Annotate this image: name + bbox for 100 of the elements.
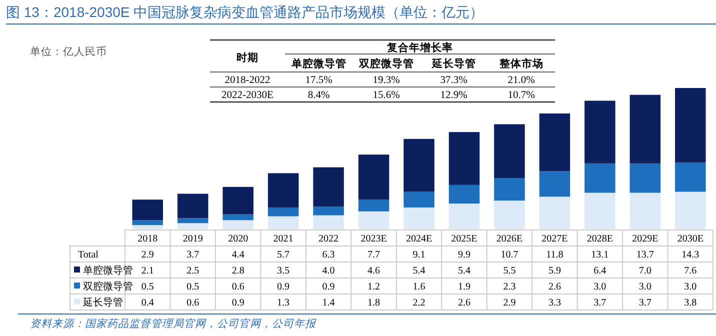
bar (539, 113, 570, 172)
text: 复合年增长率 (386, 41, 453, 54)
x-tick-label: 2021 (273, 234, 294, 245)
data-label: 1.9 (458, 282, 470, 293)
data-label: 2.2 (412, 298, 426, 309)
total-label: 11.8 (546, 250, 564, 261)
x-tick-label: 2019 (182, 234, 203, 245)
text: 双腔微导管 (358, 57, 414, 70)
total-label: 14.3 (682, 250, 700, 261)
bar (132, 200, 163, 220)
bar (404, 207, 434, 229)
total-label: 3.7 (186, 250, 200, 261)
x-tick-label: 2020 (228, 234, 248, 245)
annotation: 12.9% (440, 90, 468, 101)
data-label: 0.6 (186, 298, 200, 309)
data-label: 2.9 (503, 298, 516, 309)
data-label: 6.4 (594, 266, 606, 277)
text: 21.0% (508, 75, 536, 86)
data-label: 0.5 (186, 282, 200, 293)
text: 延长导管 (430, 57, 476, 70)
data-label: 1.3 (277, 298, 290, 309)
bar (630, 192, 661, 229)
legend-label: 单腔微导管 (83, 264, 133, 277)
bar (404, 138, 434, 192)
data-label: 5.4 (412, 266, 426, 277)
x-tick-label: 2025E (451, 234, 478, 245)
data-label: 3.0 (684, 282, 697, 293)
total-label: 2.9 (141, 250, 154, 261)
data-label: 2.5 (186, 266, 200, 277)
data-label: 7.6 (684, 266, 697, 277)
total-label: 4.4 (232, 250, 244, 261)
data-label: 2.8 (232, 266, 244, 277)
x-tick-label: 2028E (586, 234, 613, 245)
total-label: 13.7 (636, 250, 654, 261)
data-label: 4.0 (322, 266, 335, 277)
bar (448, 184, 480, 204)
bar (268, 207, 299, 216)
data-label: 5.4 (458, 266, 470, 277)
text: 整体市场 (498, 57, 544, 70)
x-tick-label: 2026E (496, 234, 523, 245)
total-label: 9.1 (412, 250, 426, 261)
data-label: 0.9 (277, 282, 290, 293)
bar (584, 192, 616, 229)
data-label: 1.6 (412, 282, 426, 293)
x-tick-label: 2029E (632, 234, 658, 245)
total-label: 7.7 (368, 250, 380, 261)
data-label: 0.5 (141, 282, 154, 293)
data-label: 4.6 (368, 266, 380, 277)
bar (539, 196, 570, 229)
x-tick-label: 2023E (360, 234, 387, 245)
bar (132, 225, 163, 229)
annotation: 2022-2030E (222, 90, 274, 101)
data-label: 3.5 (277, 266, 290, 277)
bar (358, 154, 390, 200)
data-label: 0.9 (232, 298, 244, 309)
text: 资料来源：国家药品监督管理局官网，公司官网，公司年报 (30, 318, 317, 330)
data-label: 0.9 (322, 282, 335, 293)
data-label: 2.6 (458, 298, 470, 309)
data-label: 3.8 (684, 298, 697, 309)
annotation: 10.7% (508, 90, 536, 101)
chart-title: 图 13：2018-2030E 中国冠脉复杂病变血管通路产品市场规模（单位：亿元） (6, 4, 484, 20)
text: 2018-2022 (224, 75, 270, 86)
bar (448, 204, 480, 229)
bar (494, 178, 525, 201)
bar (494, 124, 525, 178)
bar (313, 215, 344, 229)
bar (132, 220, 163, 226)
data-label: 1.2 (368, 282, 380, 293)
data-label: 3.0 (638, 282, 652, 293)
bar (358, 200, 390, 212)
total-label: 6.3 (322, 250, 335, 261)
bar (313, 167, 344, 206)
bar (539, 171, 570, 197)
bar (358, 211, 390, 229)
bar (177, 194, 208, 218)
bar (675, 88, 706, 162)
data-label: 3.7 (594, 298, 606, 309)
bar (177, 223, 208, 229)
data-label: 5.5 (503, 266, 516, 277)
x-tick-label: 2022 (318, 234, 339, 245)
text: 时期 (236, 51, 258, 64)
bar (584, 163, 616, 193)
bar (448, 132, 480, 185)
data-label: 2.1 (141, 266, 154, 277)
bar (177, 218, 208, 224)
legend-label: 延长导管 (82, 296, 123, 309)
bar (222, 214, 254, 220)
annotation: 15.6% (372, 90, 400, 101)
annotation: 8.4% (308, 90, 330, 101)
x-tick-label: 2018 (138, 234, 158, 245)
text: 19.3% (372, 75, 400, 86)
data-label: 2.6 (548, 282, 561, 293)
bar (313, 206, 344, 216)
data-label: 3.3 (548, 298, 561, 309)
total-label: 5.7 (277, 250, 290, 261)
x-tick-label: 2027E (542, 234, 568, 245)
text: Total (78, 250, 99, 261)
total-label: 9.9 (458, 250, 470, 261)
bar (494, 200, 525, 229)
bar (630, 94, 661, 164)
